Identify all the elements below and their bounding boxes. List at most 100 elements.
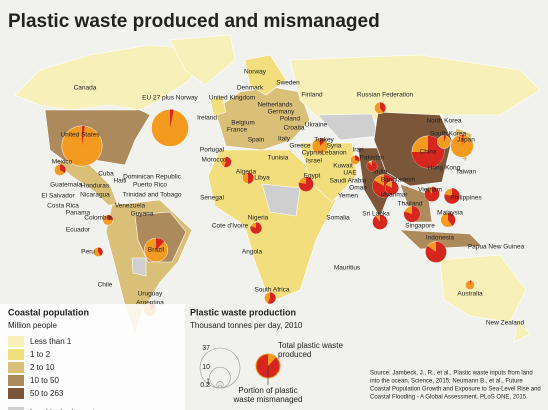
country-label: Guatemala	[50, 182, 82, 189]
legend-swatch	[8, 407, 24, 410]
country-label: Cuba	[98, 171, 114, 178]
country-label: Dominican Republic	[123, 174, 182, 181]
mismanaged-wedge	[224, 156, 232, 168]
mismanaged-wedge	[444, 188, 460, 204]
country-label: Spain	[248, 137, 265, 144]
demo-wedge	[268, 354, 277, 366]
mismanaged-wedge	[298, 176, 314, 192]
mismanaged-wedge	[355, 155, 360, 162]
mismanaged-wedge	[366, 160, 378, 172]
source-line: Coastal Population Growth and Exposure t…	[370, 387, 541, 393]
legend-unit: Million people	[8, 321, 57, 330]
country-label: Uruguay	[138, 291, 163, 298]
country-label: Denmark	[237, 85, 264, 92]
mismanaged-wedge	[425, 241, 447, 263]
country-label: Oman	[349, 185, 367, 192]
legend-label: Land locked country	[30, 408, 102, 410]
country-label: Portugal	[200, 147, 225, 154]
mismanaged-wedge	[156, 238, 165, 250]
country-label: Ireland	[197, 115, 217, 122]
legend-label: 10 to 50	[30, 376, 59, 385]
country-label: Vietnam	[418, 187, 442, 194]
mismanaged-wedge	[98, 247, 103, 256]
country-label: Poland	[280, 116, 301, 123]
mismanaged-wedge	[267, 292, 276, 304]
title: Plastic waste produced and mismanaged	[8, 11, 380, 32]
country-label: India	[373, 169, 387, 176]
country-label: Finland	[301, 92, 323, 99]
mismanaged-wedge	[470, 280, 472, 285]
source-line: into the ocean, Science, 2015; Neumann B…	[370, 379, 523, 385]
mismanaged-wedge	[444, 135, 447, 142]
size-label: 1	[206, 378, 210, 385]
country-label: Angola	[242, 249, 263, 256]
legend-swatch	[8, 362, 24, 373]
mismanaged-wedge	[411, 135, 445, 169]
country-label: Japan	[457, 137, 475, 144]
mismanaged-wedge	[82, 125, 85, 146]
mismanaged-wedge	[170, 109, 174, 128]
country-label: Indonesia	[426, 235, 455, 242]
country-label: Cyprus	[302, 150, 323, 157]
country-label: Iran	[352, 147, 364, 154]
country-label: New Zealand	[486, 320, 525, 327]
country-label: Philippines	[450, 195, 482, 202]
mismanaged-wedge	[424, 186, 440, 202]
country-label: Bangladesh	[381, 177, 416, 184]
country-label: Germany	[268, 109, 295, 116]
country-label: Thailand	[398, 201, 423, 208]
landlocked-sa	[131, 257, 147, 277]
landlocked-africa	[261, 183, 301, 217]
country-label: Haiti	[113, 178, 126, 185]
country-label: Guyana	[131, 211, 154, 218]
country-label: Greece	[289, 143, 311, 150]
legend-title: Plastic waste production	[190, 307, 296, 317]
country-label: Taiwan	[456, 169, 477, 176]
british-isles	[209, 95, 227, 117]
scandinavia	[244, 54, 287, 96]
mismanaged-wedge	[403, 205, 421, 223]
country-label: Panama	[66, 210, 91, 217]
country-label: Libya	[254, 175, 270, 182]
country-label: Chile	[98, 282, 113, 289]
russia	[289, 54, 541, 121]
mismanaged-wedge	[372, 214, 388, 230]
country-label: Mexico	[52, 159, 73, 166]
country-label: Sweden	[276, 80, 300, 87]
country-label: Canada	[74, 85, 97, 92]
country-label: Sri Lanka	[362, 211, 390, 218]
mismanaged-wedge	[60, 164, 66, 173]
country-label: Colombia	[84, 215, 112, 222]
country-label: Russian Federation	[357, 92, 414, 99]
country-label: Norway	[244, 69, 267, 76]
country-label: Costa Rica	[47, 203, 79, 210]
country-label: Australia	[457, 291, 483, 298]
north-america-north	[14, 44, 201, 111]
country-label: Myanmar	[380, 192, 408, 199]
country-label: Venezuela	[115, 203, 146, 210]
country-label: Egypt	[304, 173, 321, 180]
country-label: Peru	[81, 249, 95, 256]
country-label: China	[420, 149, 437, 156]
country-label: EU 27 plus Norway	[142, 95, 198, 102]
legend-label: Less than 1	[30, 337, 72, 346]
country-label: Tunisia	[268, 155, 289, 162]
mismanaged-wedge	[448, 212, 456, 226]
country-label: Lebanon	[321, 150, 347, 157]
country-label: Yemen	[338, 193, 358, 200]
legend-bg	[0, 304, 185, 410]
new-zealand	[513, 317, 531, 343]
country-label: Morocco	[202, 157, 227, 164]
mismanaged-wedge	[380, 102, 386, 113]
country-label: North Korea	[426, 118, 461, 125]
country-label: Nicaragua	[80, 192, 110, 199]
country-label: Netherlands	[257, 102, 293, 109]
country-label: Argentina	[136, 300, 164, 307]
legend-note: Total plastic waste	[278, 341, 343, 350]
legend-label: 1 to 2	[30, 350, 51, 359]
country-label: Israel	[306, 158, 322, 165]
legend-swatch	[8, 388, 24, 399]
country-label: South Africa	[254, 287, 289, 294]
indonesia	[399, 229, 483, 250]
country-label: Mauritius	[334, 265, 361, 272]
